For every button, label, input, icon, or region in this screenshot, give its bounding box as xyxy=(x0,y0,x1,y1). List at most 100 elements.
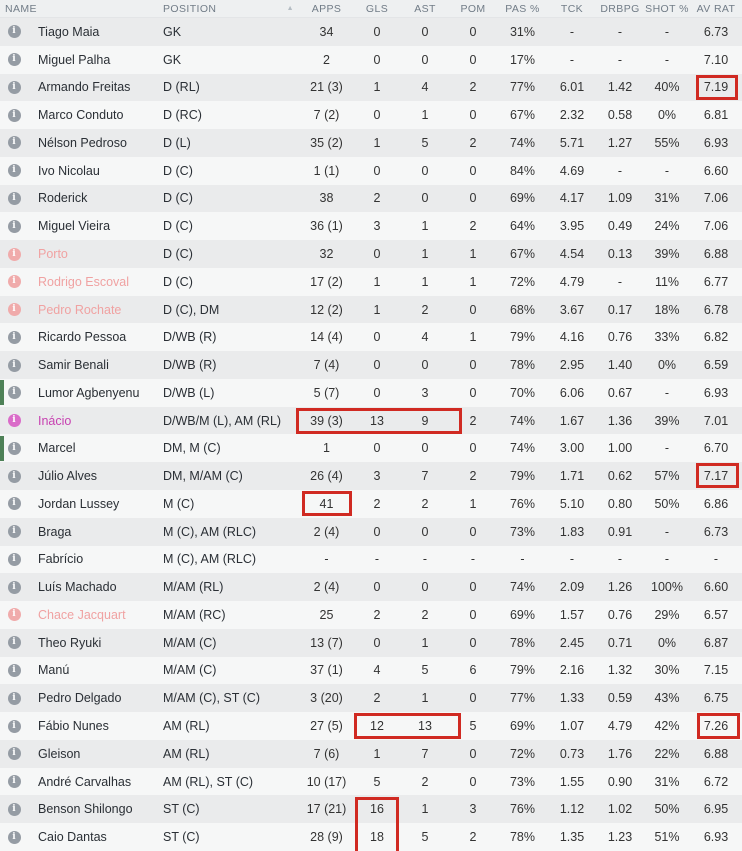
player-name[interactable]: Gleison xyxy=(38,746,81,761)
info-icon[interactable]: i xyxy=(7,275,21,289)
table-row[interactable]: i Fabrício M (C), AM (RLC) - - - - - - - - - xyxy=(0,545,742,574)
info-icon[interactable]: i xyxy=(7,802,21,816)
info-icon[interactable]: i xyxy=(7,386,21,400)
player-name[interactable]: Fábio Nunes xyxy=(38,719,109,734)
column-header-pas[interactable]: PAS % xyxy=(505,3,540,15)
player-name[interactable]: Jordan Lussey xyxy=(38,496,120,511)
column-header-avrat[interactable]: AV RAT xyxy=(696,3,736,15)
info-icon[interactable]: i xyxy=(7,330,21,344)
table-row[interactable]: i Theo Ryuki M/AM (C) 13 (7) 0 1 0 78% 2.45 0.71 0… xyxy=(0,628,742,657)
info-icon[interactable]: i xyxy=(7,191,21,205)
table-row[interactable]: i Miguel Vieira D (C) 36 (1) 3 1 2 64% 3.95 0.49 2… xyxy=(0,212,742,241)
table-row[interactable]: i Benson Shilongo ST (C) 17 (21) 16 1 3 76% 1.12… xyxy=(0,795,742,824)
table-row[interactable]: i Pedro Rochate D (C), DM 12 (2) 1 2 0 68% 3.67 0… xyxy=(0,295,742,324)
info-icon[interactable]: i xyxy=(7,747,21,761)
info-icon[interactable]: i xyxy=(7,608,21,622)
player-name[interactable]: Luís Machado xyxy=(38,580,117,595)
table-row[interactable]: i Marco Conduto D (RC) 7 (2) 0 1 0 67% 2.32 0.58 0… xyxy=(0,101,742,130)
column-header-shot[interactable]: SHOT % xyxy=(645,3,689,15)
column-header-ast[interactable]: AST xyxy=(414,3,436,15)
player-name[interactable]: Braga xyxy=(38,524,72,539)
table-row[interactable]: i Jordan Lussey M (C) 41 2 2 1 76% 5.10 0.80 50% 6.… xyxy=(0,490,742,518)
table-row[interactable]: i Lumor Agbenyenu D/WB (L) 5 (7) 0 3 0 70% 6.06 0… xyxy=(0,378,742,407)
table-row[interactable]: i Tiago Maia GK 34 0 0 0 31% - - - 6.73 xyxy=(0,18,742,46)
info-icon[interactable]: i xyxy=(7,25,21,39)
table-row[interactable]: i Armando Freitas D (RL) 21 (3) 1 4 2 77% 6.01 1.… xyxy=(0,73,742,102)
player-name[interactable]: Caio Dantas xyxy=(38,830,107,845)
table-row[interactable]: i Chace Jacquart M/AM (RC) 25 2 2 0 69% 1.57 0.76… xyxy=(0,601,742,629)
column-header-pom[interactable]: POM xyxy=(460,3,486,15)
player-name[interactable]: Lumor Agbenyenu xyxy=(38,385,140,400)
player-name[interactable]: Chace Jacquart xyxy=(38,607,126,622)
table-row[interactable]: i André Carvalhas AM (RL), ST (C) 10 (17) 5 2… xyxy=(0,767,742,796)
table-row[interactable]: i Luís Machado M/AM (RL) 2 (4) 0 0 0 74% 2.09 1.2… xyxy=(0,573,742,602)
table-row[interactable]: i Manú M/AM (C) 37 (1) 4 5 6 79% 2.16 1.32 30% 7.15 xyxy=(0,656,742,685)
player-name[interactable]: Rodrigo Escoval xyxy=(38,274,130,289)
player-name[interactable]: Fabrício xyxy=(38,552,84,567)
info-icon[interactable]: i xyxy=(7,636,21,650)
table-row[interactable]: i Ivo Nicolau D (C) 1 (1) 0 0 0 84% 4.69 - - 6.60 xyxy=(0,156,742,185)
column-header-drbpg[interactable]: DRBPG xyxy=(600,3,640,15)
table-row[interactable]: i Ricardo Pessoa D/WB (R) 14 (4) 0 4 1 79% 4.16 0… xyxy=(0,323,742,352)
info-icon[interactable]: i xyxy=(7,775,21,789)
info-icon[interactable]: i xyxy=(7,469,21,483)
table-row[interactable]: i Pedro Delgado M/AM (C), ST (C) 3 (20) 2 1 0 7… xyxy=(0,684,742,713)
player-name[interactable]: Miguel Vieira xyxy=(38,219,111,234)
player-name[interactable]: Samir Benali xyxy=(38,358,109,373)
column-header-position[interactable]: POSITION ▲ xyxy=(160,0,300,18)
info-icon[interactable]: i xyxy=(7,247,21,261)
table-row[interactable]: i Inácio D/WB/M (L), AM (RL) 39 (3) 13 9 2 74% 1… xyxy=(0,406,742,435)
info-icon[interactable]: i xyxy=(7,497,21,511)
column-header-gls[interactable]: GLS xyxy=(365,3,389,15)
player-name[interactable]: Manú xyxy=(38,663,70,678)
info-icon[interactable]: i xyxy=(7,441,21,455)
player-name[interactable]: Pedro Delgado xyxy=(38,691,122,706)
info-icon[interactable]: i xyxy=(7,136,21,150)
table-row[interactable]: i Roderick D (C) 38 2 0 0 69% 4.17 1.09 31% 7.06 xyxy=(0,184,742,213)
player-name[interactable]: Benson Shilongo xyxy=(38,802,133,817)
info-icon[interactable]: i xyxy=(7,80,21,94)
info-icon[interactable]: i xyxy=(7,719,21,733)
player-name[interactable]: Porto xyxy=(38,247,68,261)
info-icon[interactable]: i xyxy=(7,525,21,539)
info-icon[interactable]: i xyxy=(7,580,21,594)
player-name[interactable]: Miguel Palha xyxy=(38,52,111,67)
table-row[interactable]: i Nélson Pedroso D (L) 35 (2) 1 5 2 74% 5.71 1.27… xyxy=(0,129,742,157)
table-row[interactable]: i Júlio Alves DM, M/AM (C) 26 (4) 3 7 2 79% 1.71… xyxy=(0,462,742,491)
info-icon[interactable]: i xyxy=(7,108,21,122)
player-name[interactable]: Pedro Rochate xyxy=(38,302,122,317)
info-icon[interactable]: i xyxy=(7,414,21,428)
info-icon[interactable]: i xyxy=(7,552,21,566)
table-row[interactable]: i Porto D (C) 32 0 1 1 67% 4.54 0.13 39% 6.88 xyxy=(0,240,742,268)
table-row[interactable]: i Braga M (C), AM (RLC) 2 (4) 0 0 0 73% 1.83 0.91… xyxy=(0,517,742,546)
player-name[interactable]: Marco Conduto xyxy=(38,108,124,123)
player-name[interactable]: Ricardo Pessoa xyxy=(38,330,127,345)
player-name[interactable]: Ivo Nicolau xyxy=(38,163,100,178)
info-icon[interactable]: i xyxy=(7,53,21,67)
player-name[interactable]: Júlio Alves xyxy=(38,469,98,484)
table-row[interactable]: i Caio Dantas ST (C) 28 (9) 18 5 2 78% 1.35 1.23 5… xyxy=(0,823,742,851)
info-icon[interactable]: i xyxy=(7,358,21,372)
player-name[interactable]: Marcel xyxy=(38,441,76,456)
info-icon[interactable]: i xyxy=(7,691,21,705)
table-row[interactable]: i Samir Benali D/WB (R) 7 (4) 0 0 0 78% 2.95 1.40… xyxy=(0,351,742,379)
player-name[interactable]: Tiago Maia xyxy=(38,24,100,39)
info-icon[interactable]: i xyxy=(7,303,21,317)
info-icon[interactable]: i xyxy=(7,164,21,178)
table-row[interactable]: i Gleison AM (RL) 7 (6) 1 7 0 72% 0.73 1.76 22% 6.8… xyxy=(0,739,742,768)
player-name[interactable]: André Carvalhas xyxy=(38,774,132,789)
column-header-tck[interactable]: TCK xyxy=(560,3,584,15)
info-icon[interactable]: i xyxy=(7,219,21,233)
player-name[interactable]: Armando Freitas xyxy=(38,80,131,95)
table-row[interactable]: i Marcel DM, M (C) 1 0 0 0 74% 3.00 1.00 - 6.70 xyxy=(0,434,742,463)
player-name[interactable]: Theo Ryuki xyxy=(38,635,102,650)
column-header-apps[interactable]: APPS xyxy=(311,3,342,15)
player-name[interactable]: Roderick xyxy=(38,191,88,206)
info-icon[interactable]: i xyxy=(7,830,21,844)
info-icon[interactable]: i xyxy=(7,663,21,677)
player-name[interactable]: Inácio xyxy=(38,413,72,428)
player-name[interactable]: Nélson Pedroso xyxy=(38,135,127,150)
table-row[interactable]: i Rodrigo Escoval D (C) 17 (2) 1 1 1 72% 4.79 - 11… xyxy=(0,267,742,296)
column-header-name[interactable]: NAME xyxy=(5,3,37,15)
table-row[interactable]: i Miguel Palha GK 2 0 0 0 17% - - - 7.10 xyxy=(0,45,742,74)
